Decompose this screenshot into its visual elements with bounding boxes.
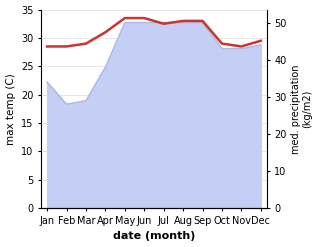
Y-axis label: max temp (C): max temp (C) [5, 73, 16, 145]
Y-axis label: med. precipitation
(kg/m2): med. precipitation (kg/m2) [291, 64, 313, 154]
X-axis label: date (month): date (month) [113, 231, 195, 242]
